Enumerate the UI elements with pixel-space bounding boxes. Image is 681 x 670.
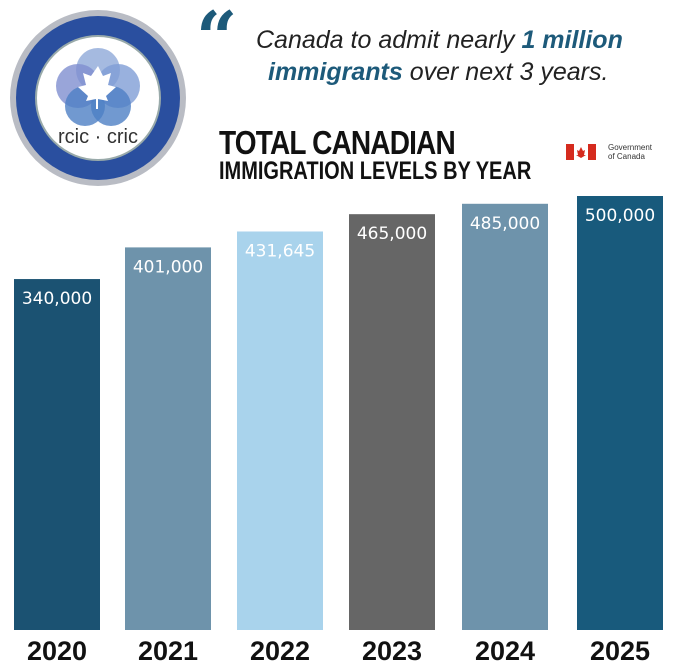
rcic-logo: rcic · cric [10,10,186,186]
canada-flag-icon [566,144,596,160]
x-tick-label: 2020 [27,636,87,666]
bar-value-label: 485,000 [470,214,540,234]
chart-title: TOTAL CANADIAN [219,124,456,161]
quote-mark-icon: “ [196,0,238,80]
bar-2025 [577,196,663,630]
gov-line2: of Canada [608,152,645,161]
bar-value-label: 401,000 [133,257,203,277]
x-tick-label: 2025 [590,636,650,666]
bar-value-label: 465,000 [357,224,427,244]
chart-subtitle: IMMIGRATION LEVELS BY YEAR [219,157,532,185]
x-tick-label: 2023 [362,636,422,666]
bar-value-label: 431,645 [245,241,315,261]
bar-2024 [462,203,548,630]
bar-2020 [14,279,100,630]
gov-line1: Government [608,143,653,152]
svg-text:rcic · cric: rcic · cric [58,126,138,148]
x-tick-label: 2024 [475,636,535,666]
government-of-canada-logo: Government of Canada [566,143,652,161]
bar-2021 [125,247,211,631]
quote-highlight: immigrants [268,58,403,86]
headline-quote: Canada to admit nearly 1 million immigra… [256,24,676,88]
bar-2022 [237,231,323,631]
quote-highlight: 1 million [521,26,623,54]
bar-2023 [349,214,435,630]
quote-text: over next 3 years. [402,58,609,86]
quote-text: Canada to admit nearly [256,26,522,54]
x-tick-label: 2021 [138,636,198,666]
bar-value-label: 500,000 [585,206,655,226]
bar-value-label: 340,000 [22,289,92,309]
x-tick-label: 2022 [250,636,310,666]
